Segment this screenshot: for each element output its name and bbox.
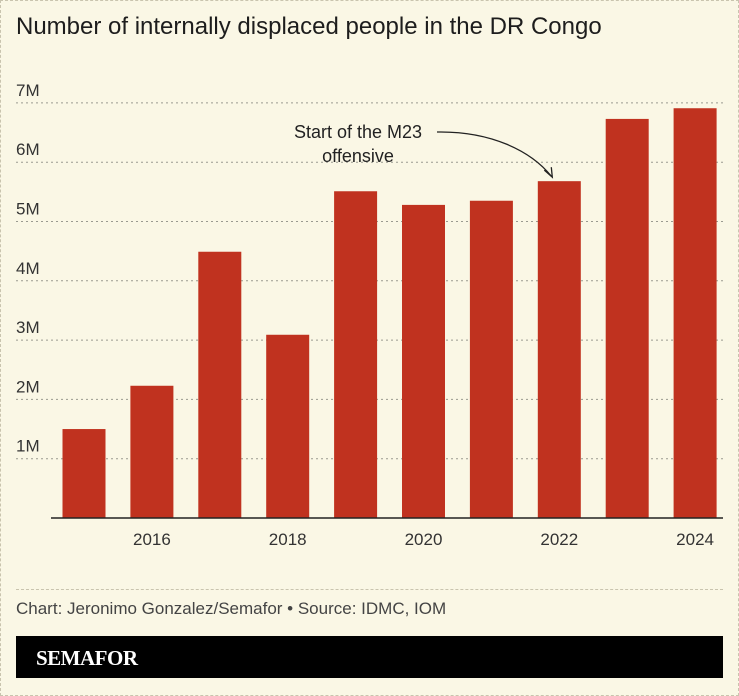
bar-2022	[537, 181, 581, 518]
bar-chart: 1M 2M 3M 4M 5M 6M 7M 2016 2018 2020 2022 2024 Start …	[16, 81, 723, 549]
x-tick-label: 2020	[405, 530, 443, 549]
y-tick-label: 2M	[16, 377, 40, 396]
semafor-logo: SEMAFOR	[36, 646, 138, 670]
bar-2017	[198, 251, 242, 519]
bar-2018	[266, 334, 310, 518]
x-tick-label: 2018	[269, 530, 307, 549]
bar-2024	[673, 108, 717, 518]
bar-2020	[402, 204, 445, 518]
chart-credit: Chart: Jeronimo Gonzalez/Semafor • Sourc…	[16, 599, 447, 618]
y-tick-label: 3M	[16, 318, 40, 337]
x-tick-label: 2022	[540, 530, 578, 549]
arrowhead-icon	[543, 167, 554, 179]
bar-2016	[130, 385, 174, 518]
annotation-text: Start of the M23	[294, 122, 422, 142]
y-tick-label: 4M	[16, 259, 40, 278]
bar-2021	[469, 200, 513, 518]
bar-2023	[605, 118, 649, 518]
bar-2019	[334, 191, 378, 518]
brand-bar: SEMAFOR	[16, 636, 723, 678]
x-tick-label: 2016	[133, 530, 171, 549]
y-tick-label: 6M	[16, 140, 40, 159]
annotation-arrow	[436, 131, 552, 177]
divider	[16, 589, 723, 590]
bar-2015	[62, 429, 106, 518]
annotation-text: offensive	[322, 146, 394, 166]
y-tick-label: 5M	[16, 200, 40, 219]
y-tick-label: 1M	[16, 437, 40, 456]
x-tick-label: 2024	[676, 530, 714, 549]
y-tick-label: 7M	[16, 81, 40, 100]
chart-title: Number of internally displaced people in…	[16, 13, 602, 40]
